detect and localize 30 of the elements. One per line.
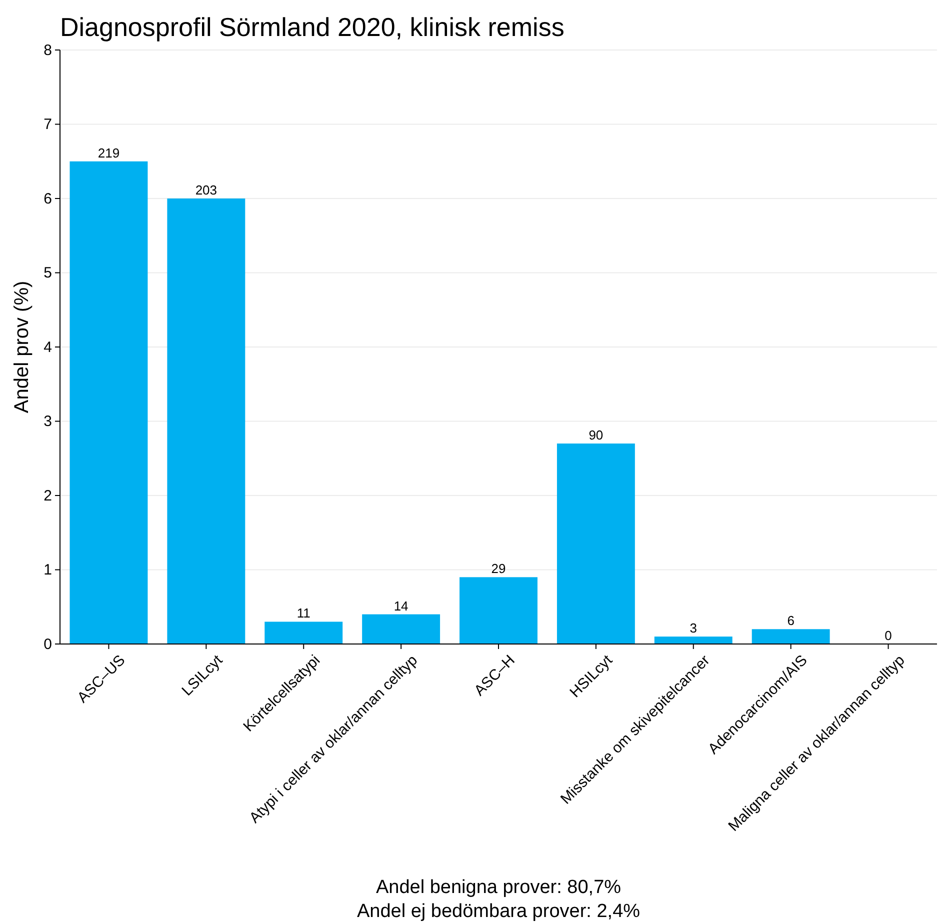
chart-title: Diagnosprofil Sörmland 2020, klinisk remiss xyxy=(60,12,564,42)
annotation: 90 xyxy=(588,428,604,443)
text: Andel benigna prover: 80,7% xyxy=(376,877,622,898)
bar xyxy=(70,161,148,644)
bar xyxy=(362,614,440,644)
annotation: 219 xyxy=(98,145,120,160)
y-axis-title: Andel prov (%) xyxy=(11,280,33,414)
bar xyxy=(460,577,538,644)
y-tick-label: 5 xyxy=(44,264,52,282)
bar xyxy=(264,622,343,644)
y-tick-label: 3 xyxy=(44,413,52,430)
annotation: 3 xyxy=(690,620,698,636)
bar xyxy=(556,444,635,644)
annotation: 11 xyxy=(296,606,310,621)
annotation: 6 xyxy=(787,613,794,628)
bar xyxy=(167,198,246,644)
y-tick-label: 4 xyxy=(44,338,52,356)
bar xyxy=(752,629,830,644)
y-tick-label: 0 xyxy=(44,636,52,653)
y-tick-label: 6 xyxy=(44,190,52,208)
bar xyxy=(654,636,732,644)
annotation: 0 xyxy=(884,628,892,643)
y-tick-label: 2 xyxy=(44,487,52,504)
annotation: 14 xyxy=(394,598,408,614)
annotation: 203 xyxy=(195,182,218,198)
text: Andel ej bedömbara prover: 2,4% xyxy=(356,901,640,922)
y-tick-label: 1 xyxy=(44,562,52,579)
annotation: 29 xyxy=(491,561,506,576)
y-tick-label: 8 xyxy=(44,42,52,59)
y-tick-label: 7 xyxy=(44,116,52,134)
